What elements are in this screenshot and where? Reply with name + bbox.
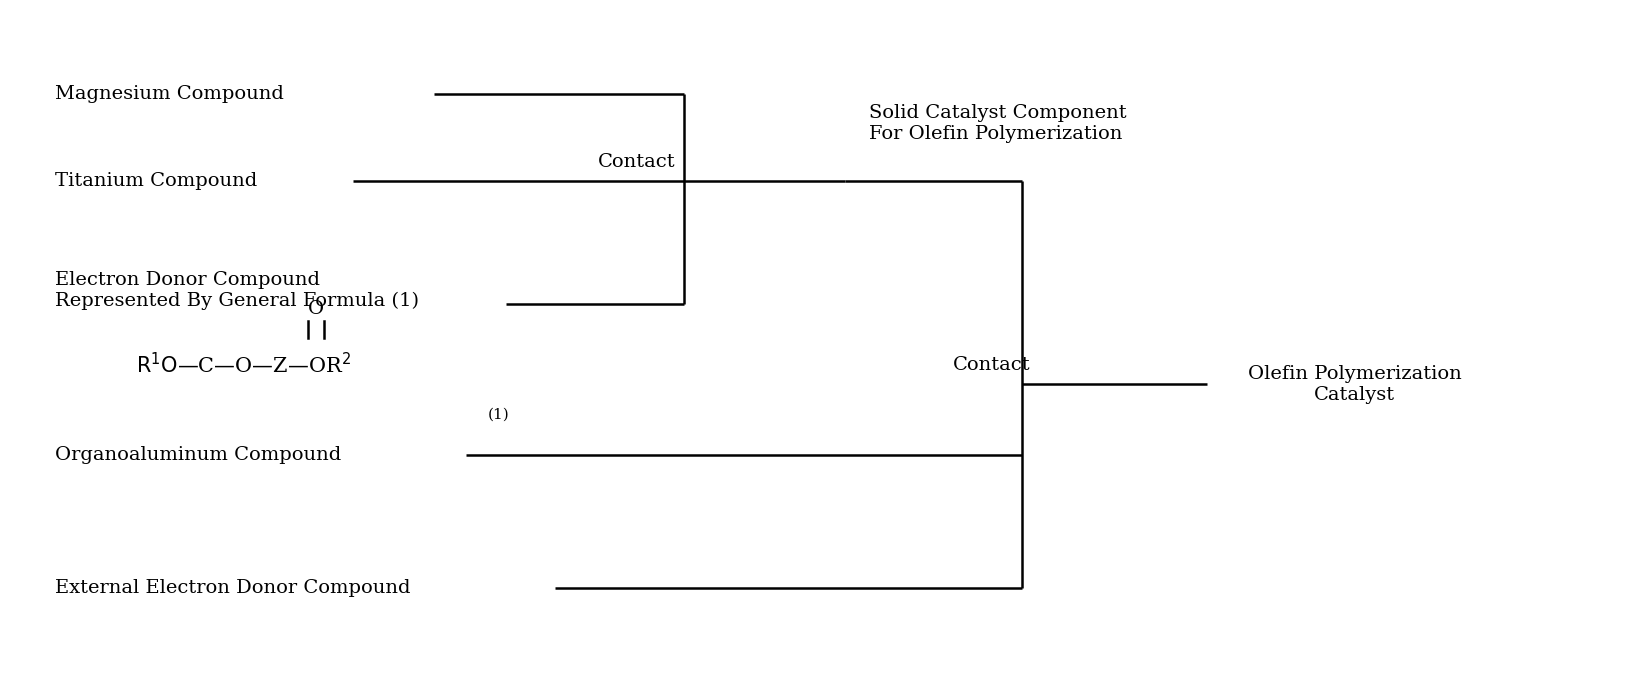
Text: (1): (1)	[488, 407, 509, 421]
Text: Solid Catalyst Component
For Olefin Polymerization: Solid Catalyst Component For Olefin Poly…	[869, 104, 1126, 143]
Text: Contact: Contact	[598, 153, 676, 170]
Text: Magnesium Compound: Magnesium Compound	[55, 85, 284, 103]
Text: Titanium Compound: Titanium Compound	[55, 172, 257, 190]
Text: External Electron Donor Compound: External Electron Donor Compound	[55, 579, 411, 597]
Text: O: O	[309, 299, 325, 318]
Text: $\mathsf{R^1O}$—C—O—Z—OR$\mathsf{^2}$: $\mathsf{R^1O}$—C—O—Z—OR$\mathsf{^2}$	[136, 352, 351, 377]
Text: Organoaluminum Compound: Organoaluminum Compound	[55, 445, 341, 464]
Text: Electron Donor Compound
Represented By General Formula (1): Electron Donor Compound Represented By G…	[55, 271, 419, 310]
Text: Contact: Contact	[952, 357, 1030, 374]
Text: Olefin Polymerization
Catalyst: Olefin Polymerization Catalyst	[1248, 365, 1461, 404]
